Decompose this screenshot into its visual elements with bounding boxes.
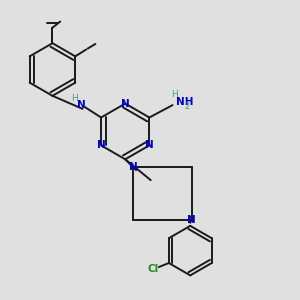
- Text: N: N: [121, 99, 130, 109]
- Text: N: N: [145, 140, 154, 150]
- Text: N: N: [188, 215, 196, 225]
- Text: H: H: [171, 90, 178, 99]
- Text: N: N: [97, 140, 106, 150]
- Text: N: N: [76, 100, 85, 110]
- Text: 2: 2: [184, 101, 189, 110]
- Text: H: H: [71, 94, 77, 103]
- Text: N: N: [129, 162, 137, 172]
- Text: NH: NH: [176, 97, 193, 107]
- Text: Cl: Cl: [147, 264, 158, 274]
